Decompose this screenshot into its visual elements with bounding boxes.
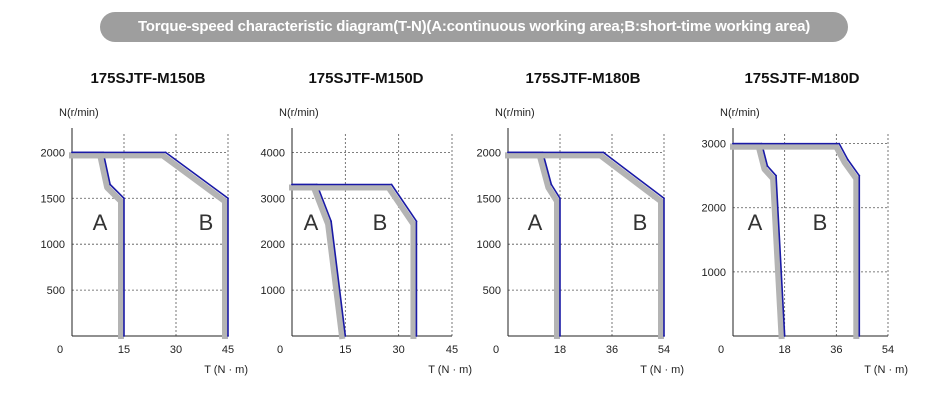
- chart-3-point-b: [663, 335, 665, 337]
- chart-2-point-a: [344, 335, 347, 337]
- chart-4-area-label-a: A: [748, 210, 763, 235]
- chart-1-point-a: [123, 197, 125, 200]
- chart-1-x-tick-label: 30: [170, 344, 182, 356]
- chart-4-area-label-b: B: [813, 210, 828, 235]
- chart-4-point-a: [766, 165, 769, 167]
- chart-2-x-tick-label: 15: [339, 344, 351, 356]
- chart-2-area-label-a: A: [304, 210, 319, 235]
- chart-2-point-b: [291, 183, 293, 186]
- chart-2-point-b: [415, 220, 418, 223]
- chart-1-point-b: [227, 197, 229, 200]
- chart-2-x-tick-label: 45: [446, 344, 458, 356]
- chart-4-point-b: [846, 158, 849, 161]
- chart-3-y-axis-label: N(r/min): [495, 107, 535, 119]
- chart-4-curve-b: [733, 142, 861, 336]
- chart-3-area-label-b: B: [633, 210, 648, 235]
- chart-4-y-tick-label: 2000: [702, 203, 726, 215]
- chart-1-y-tick-label: 1500: [41, 193, 65, 205]
- chart-4-band-b: [730, 143, 860, 339]
- chart-3-point-a: [559, 335, 561, 337]
- chart-2-y-axis-label: N(r/min): [279, 107, 319, 119]
- chart-3-band-b: [505, 152, 664, 339]
- chart-3-x-tick-label: 18: [554, 344, 566, 356]
- chart-3-point-b: [602, 151, 605, 154]
- chart-2-y-tick-label: 1000: [261, 285, 285, 297]
- chart-4-x-tick-label: 54: [882, 344, 894, 356]
- chart-2-curve-b: [292, 183, 418, 336]
- chart-1-point-b: [71, 151, 73, 154]
- chart-3-y-tick-label: 1000: [477, 239, 501, 251]
- chart-2-x-axis-label: T (N · m): [428, 364, 472, 376]
- chart-2-band-b: [289, 184, 417, 339]
- chart-3-y-tick-label: 500: [483, 285, 501, 297]
- chart-3-point-a: [550, 183, 553, 186]
- chart-4-band-a: [730, 143, 785, 340]
- chart-1-y-tick-label: 500: [47, 285, 65, 297]
- chart-2-area-label-b: B: [373, 210, 388, 235]
- chart-4-point-b: [838, 142, 841, 145]
- chart-4-title: 175SJTF-M180D: [744, 70, 859, 87]
- chart-3-curve-b: [508, 151, 665, 336]
- chart-2-point-b: [415, 335, 418, 337]
- chart-1-area-label-a: A: [93, 210, 108, 235]
- chart-1-x-tick-label: 0: [57, 344, 63, 356]
- chart-3-area-label-a: A: [528, 210, 543, 235]
- chart-4-x-tick-label: 0: [718, 344, 724, 356]
- chart-4-x-axis-label: T (N · m): [864, 364, 908, 376]
- chart-2-y-tick-label: 2000: [261, 239, 285, 251]
- chart-1-title: 175SJTF-M150B: [90, 70, 205, 87]
- chart-2-point-a: [330, 220, 333, 223]
- chart-1-x-axis-label: T (N · m): [204, 364, 248, 376]
- chart-3-point-b: [507, 151, 509, 154]
- chart-banner-title: Torque-speed characteristic diagram(T-N)…: [100, 12, 848, 42]
- chart-3-y-tick-label: 1500: [477, 193, 501, 205]
- chart-3-point-b: [663, 197, 665, 200]
- chart-1-y-axis-label: N(r/min): [59, 107, 99, 119]
- chart-2-y-tick-label: 3000: [261, 193, 285, 205]
- chart-1-y-tick-label: 1000: [41, 239, 65, 251]
- chart-4-point-a: [775, 174, 777, 177]
- chart-1-x-tick-label: 45: [222, 344, 234, 356]
- chart-4-x-tick-label: 18: [779, 344, 791, 356]
- chart-1-point-b: [164, 151, 167, 154]
- chart-1-area-label-b: B: [199, 210, 214, 235]
- chart-4-y-axis-label: N(r/min): [720, 107, 760, 119]
- chart-2-x-tick-label: 30: [393, 344, 405, 356]
- chart-2-point-b: [390, 183, 393, 186]
- chart-3-title: 175SJTF-M180B: [525, 70, 640, 87]
- chart-1-point-b: [227, 335, 229, 337]
- chart-1-point-a: [123, 335, 125, 337]
- chart-4-point-b: [858, 335, 861, 337]
- chart-4-x-tick-label: 36: [830, 344, 842, 356]
- chart-4-point-b: [732, 142, 734, 145]
- chart-1-point-a: [109, 183, 112, 186]
- chart-1-curve-b: [72, 151, 229, 336]
- chart-4-point-a: [783, 335, 786, 337]
- chart-3-band-a: [505, 152, 560, 339]
- chart-1-y-tick-label: 2000: [41, 147, 65, 159]
- chart-1-band-a: [69, 152, 124, 339]
- chart-2-y-tick-label: 4000: [261, 147, 285, 159]
- chart-3-x-axis-label: T (N · m): [640, 364, 684, 376]
- chart-4-y-tick-label: 3000: [702, 139, 726, 151]
- chart-1-x-tick-label: 15: [118, 344, 130, 356]
- chart-4-y-tick-label: 1000: [702, 267, 726, 279]
- chart-3-x-tick-label: 0: [493, 344, 499, 356]
- chart-1-band-b: [69, 152, 228, 339]
- chart-2-x-tick-label: 0: [277, 344, 283, 356]
- chart-3-y-tick-label: 2000: [477, 147, 501, 159]
- chart-4-point-b: [858, 174, 861, 177]
- chart-2-title: 175SJTF-M150D: [308, 70, 423, 87]
- chart-3-point-a: [559, 197, 561, 200]
- chart-3-x-tick-label: 36: [606, 344, 618, 356]
- chart-3-x-tick-label: 54: [658, 344, 670, 356]
